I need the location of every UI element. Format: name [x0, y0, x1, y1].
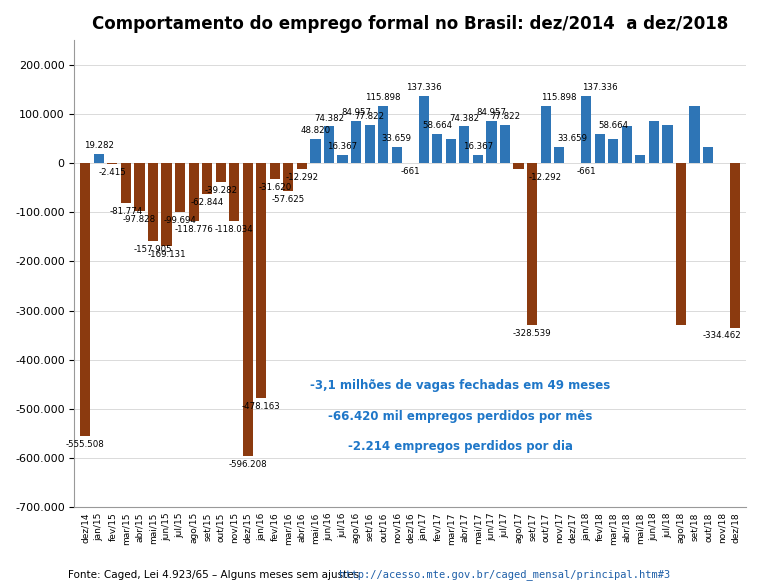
Text: 33.659: 33.659	[382, 134, 412, 143]
Text: -555.508: -555.508	[66, 440, 105, 449]
Text: Fonte: Caged, Lei 4.923/65 – Alguns meses sem ajustes: Fonte: Caged, Lei 4.923/65 – Alguns mese…	[68, 570, 363, 580]
Text: 115.898: 115.898	[365, 93, 401, 102]
Bar	[256, 163, 266, 398]
Text: 16.367: 16.367	[327, 142, 358, 151]
Bar	[337, 155, 348, 163]
Text: -3,1 milhões de vagas fechadas em 49 meses: -3,1 milhões de vagas fechadas em 49 mes…	[310, 380, 611, 392]
Bar	[608, 139, 619, 163]
Text: -97.828: -97.828	[123, 215, 156, 224]
Text: -66.420 mil empregos perdidos por mês: -66.420 mil empregos perdidos por mês	[329, 410, 593, 423]
Bar	[500, 125, 510, 163]
Text: -39.282: -39.282	[204, 187, 237, 195]
Bar	[365, 125, 374, 163]
Bar	[175, 163, 185, 212]
Title: Comportamento do emprego formal no Brasil: dez/2014  a dez/2018: Comportamento do emprego formal no Brasi…	[92, 15, 728, 33]
Text: 137.336: 137.336	[406, 83, 441, 92]
Bar	[215, 163, 226, 182]
Text: 16.367: 16.367	[463, 142, 493, 151]
Text: 48.820: 48.820	[301, 126, 330, 135]
Bar	[432, 134, 442, 163]
Bar	[594, 134, 605, 163]
Text: 74.382: 74.382	[314, 114, 344, 122]
Text: -31.620: -31.620	[258, 182, 291, 192]
Text: -12.292: -12.292	[285, 173, 319, 182]
Bar	[662, 125, 673, 163]
Bar	[324, 127, 334, 163]
Bar	[378, 106, 388, 163]
Text: -157.905: -157.905	[134, 245, 172, 254]
Bar	[189, 163, 199, 222]
Text: 137.336: 137.336	[582, 83, 618, 92]
Bar	[148, 163, 158, 241]
Bar	[269, 163, 280, 178]
Bar	[419, 96, 429, 163]
Text: http://acesso.mte.gov.br/caged_mensal/principal.htm#3: http://acesso.mte.gov.br/caged_mensal/pr…	[339, 569, 670, 580]
Bar	[229, 163, 239, 221]
Text: 115.898: 115.898	[541, 93, 577, 102]
Bar	[446, 139, 456, 163]
Bar	[460, 127, 470, 163]
Bar	[202, 163, 212, 194]
Text: -596.208: -596.208	[228, 460, 267, 469]
Bar	[554, 146, 564, 163]
Bar	[649, 121, 659, 163]
Text: -661: -661	[576, 167, 596, 176]
Bar	[622, 127, 632, 163]
Text: -334.462: -334.462	[702, 332, 741, 340]
Bar	[161, 163, 172, 246]
Text: 58.664: 58.664	[422, 121, 452, 130]
Bar	[80, 163, 91, 436]
Text: -2.214 empregos perdidos por dia: -2.214 empregos perdidos por dia	[348, 440, 573, 453]
Text: -169.131: -169.131	[147, 250, 186, 259]
Bar	[540, 106, 551, 163]
Bar	[297, 163, 307, 169]
Bar	[730, 163, 740, 328]
Bar	[351, 121, 361, 163]
Text: 77.822: 77.822	[490, 112, 520, 121]
Text: -661: -661	[400, 167, 420, 176]
Text: -478.163: -478.163	[242, 402, 281, 411]
Bar	[635, 155, 645, 163]
Text: -328.539: -328.539	[513, 329, 552, 338]
Bar	[676, 163, 686, 325]
Text: -99.694: -99.694	[164, 216, 196, 225]
Bar	[689, 106, 699, 163]
Text: -2.415: -2.415	[98, 168, 126, 177]
Text: -62.844: -62.844	[190, 198, 224, 207]
Text: 19.282: 19.282	[84, 141, 114, 150]
Bar	[581, 96, 591, 163]
Bar	[135, 163, 145, 211]
Text: -118.034: -118.034	[215, 225, 253, 234]
Bar	[514, 163, 524, 169]
Bar	[527, 163, 537, 325]
Bar	[703, 146, 713, 163]
Bar	[107, 163, 117, 164]
Text: 74.382: 74.382	[449, 114, 479, 122]
Bar	[94, 153, 104, 163]
Bar	[486, 121, 496, 163]
Text: 33.659: 33.659	[558, 134, 587, 143]
Text: 58.664: 58.664	[598, 121, 629, 130]
Bar	[121, 163, 131, 203]
Text: 77.822: 77.822	[355, 112, 384, 121]
Text: -12.292: -12.292	[529, 173, 562, 182]
Text: -57.625: -57.625	[272, 195, 305, 204]
Bar	[473, 155, 483, 163]
Bar	[310, 139, 320, 163]
Bar	[392, 146, 402, 163]
Bar	[283, 163, 294, 191]
Text: -81.774: -81.774	[110, 207, 142, 216]
Text: 84.957: 84.957	[476, 108, 507, 117]
Bar	[243, 163, 253, 456]
Text: 84.957: 84.957	[341, 108, 371, 117]
Text: -118.776: -118.776	[174, 226, 213, 234]
